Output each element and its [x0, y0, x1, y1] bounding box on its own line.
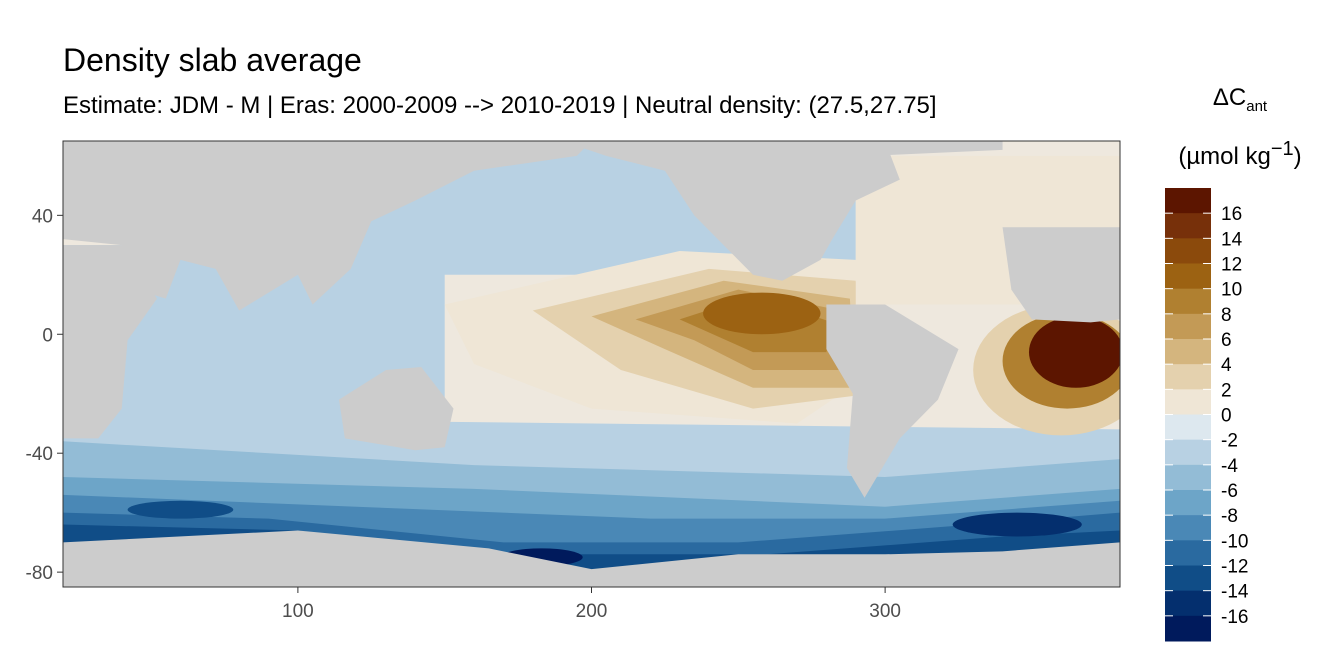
pacific-warm-core — [703, 292, 821, 335]
legend-swatch — [1165, 414, 1211, 441]
legend-title-sub: ant — [1246, 97, 1268, 115]
legend-label: 10 — [1221, 280, 1242, 301]
legend-swatch — [1165, 490, 1211, 516]
land-greenland — [870, 141, 1003, 156]
legend-label: -10 — [1221, 531, 1248, 552]
land-eurasia — [63, 141, 592, 311]
chart-subtitle: Estimate: JDM - M | Eras: 2000-2009 --> … — [63, 92, 937, 119]
legend-swatch — [1165, 238, 1211, 264]
legend-label: 0 — [1221, 406, 1232, 427]
land-australia — [338, 366, 454, 451]
weddell-low — [952, 512, 1082, 537]
legend-unit: (µmol kg−1) — [1160, 138, 1320, 171]
legend-unit-close: ) — [1293, 143, 1302, 170]
x-tick-label: 300 — [869, 601, 901, 622]
indian-sector-low — [127, 500, 234, 519]
legend-label: -6 — [1221, 481, 1238, 502]
legend-label: 16 — [1221, 204, 1242, 225]
map-layer — [63, 141, 1120, 587]
legend-label: 6 — [1221, 330, 1232, 351]
land-antarctica — [63, 530, 1120, 587]
y-tick-label: 0 — [42, 325, 53, 346]
legend-label: -16 — [1221, 607, 1248, 628]
y-tick-label: -80 — [26, 563, 53, 584]
y-tick-label: 40 — [32, 206, 53, 227]
legend-swatch — [1165, 615, 1211, 642]
legend-swatch — [1165, 439, 1211, 466]
legend-swatch — [1165, 263, 1211, 290]
legend-label: 12 — [1221, 255, 1242, 276]
legend-swatch — [1165, 515, 1211, 541]
legend-swatch — [1165, 313, 1211, 340]
chart-title: Density slab average — [63, 42, 362, 78]
y-tick-label: -40 — [26, 444, 53, 465]
legend-swatch — [1165, 339, 1211, 365]
legend-label: 14 — [1221, 229, 1243, 250]
land-africa — [63, 245, 157, 439]
legend-label: 2 — [1221, 380, 1232, 401]
x-tick-label: 100 — [282, 601, 314, 622]
south-atlantic-core — [1028, 316, 1120, 388]
legend-swatch — [1165, 464, 1211, 491]
legend-title-main: ΔC — [1212, 84, 1247, 111]
legend-unit-open: (µmol kg — [1178, 143, 1271, 170]
legend-label: 4 — [1221, 355, 1232, 376]
legend-swatch — [1165, 188, 1211, 214]
legend-label: -14 — [1221, 582, 1249, 603]
legend-swatch — [1165, 565, 1211, 592]
legend-label: -2 — [1221, 431, 1238, 452]
legend-layer: 16 14 12 10 8 6 4 2 0 -2 -4 -6 -8 -10 -12 -14 -16 — [1165, 188, 1249, 642]
legend-swatch — [1165, 389, 1211, 415]
legend-title: ΔCant — [1165, 86, 1315, 114]
legend-swatch — [1165, 590, 1211, 617]
legend-swatch — [1165, 540, 1211, 566]
legend-label: 8 — [1221, 305, 1232, 326]
legend-label: -8 — [1221, 506, 1238, 527]
land-south-america — [826, 304, 959, 498]
land-north-america — [562, 141, 900, 281]
legend-swatch — [1165, 213, 1211, 239]
legend-label: -12 — [1221, 557, 1248, 578]
legend-swatch — [1165, 288, 1211, 315]
legend-label: -4 — [1221, 456, 1238, 477]
land-africa-east — [1002, 227, 1120, 323]
legend-unit-sup: −1 — [1270, 138, 1294, 160]
legend-swatch — [1165, 364, 1211, 390]
x-tick-label: 200 — [576, 601, 608, 622]
